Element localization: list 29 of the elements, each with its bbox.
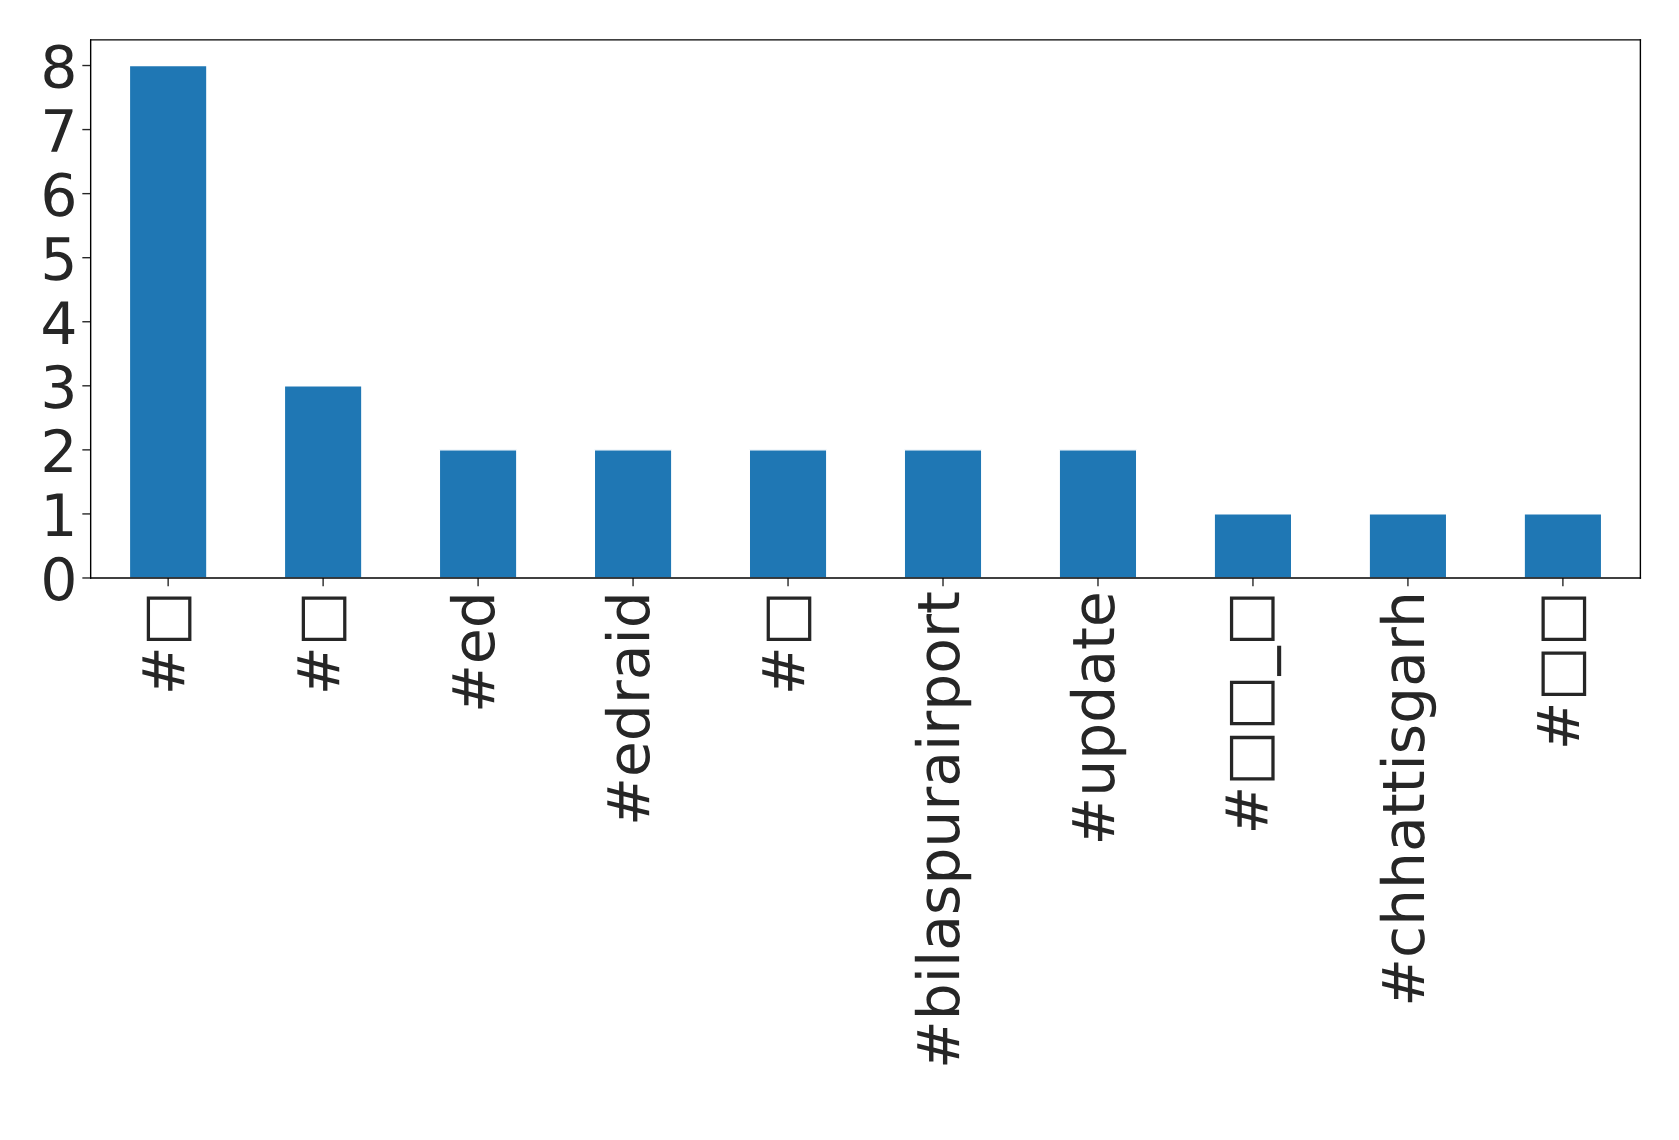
y-tick-label: 6 xyxy=(44,172,74,217)
y-tick-label: 4 xyxy=(43,301,75,344)
x-tick-label: #chhattisgarh xyxy=(1379,596,1437,1003)
x-tick-label: #ed xyxy=(449,596,496,709)
y-tick-label: 8 xyxy=(44,44,74,89)
bar xyxy=(283,385,363,578)
x-tick-label: #edraid xyxy=(604,596,650,822)
bar xyxy=(748,449,828,578)
y-tick-label: 7 xyxy=(45,109,73,152)
bar xyxy=(1523,513,1603,578)
y-tick-label: 3 xyxy=(44,364,73,409)
x-tick-label: #□ xyxy=(297,596,347,691)
bar xyxy=(903,449,983,578)
x-tick-label: #□ xyxy=(142,596,192,691)
y-tick-label: 1 xyxy=(46,493,73,537)
x-tick-label: #bilaspurairport xyxy=(914,592,972,1065)
x-tick-label: #update xyxy=(1069,594,1127,842)
x-tick-label: #□□ xyxy=(1537,596,1587,746)
x-tick-label: #□ xyxy=(762,596,812,691)
bar xyxy=(438,449,518,578)
bar xyxy=(1058,449,1138,578)
x-tick-label: #□□_□ xyxy=(1225,596,1282,831)
bar xyxy=(1368,513,1448,578)
bar xyxy=(128,64,208,578)
y-tick-label: 5 xyxy=(44,237,73,281)
bar xyxy=(593,449,673,578)
bar xyxy=(1213,513,1293,578)
y-tick-label: 0 xyxy=(44,556,74,601)
y-tick-label: 2 xyxy=(44,428,72,473)
